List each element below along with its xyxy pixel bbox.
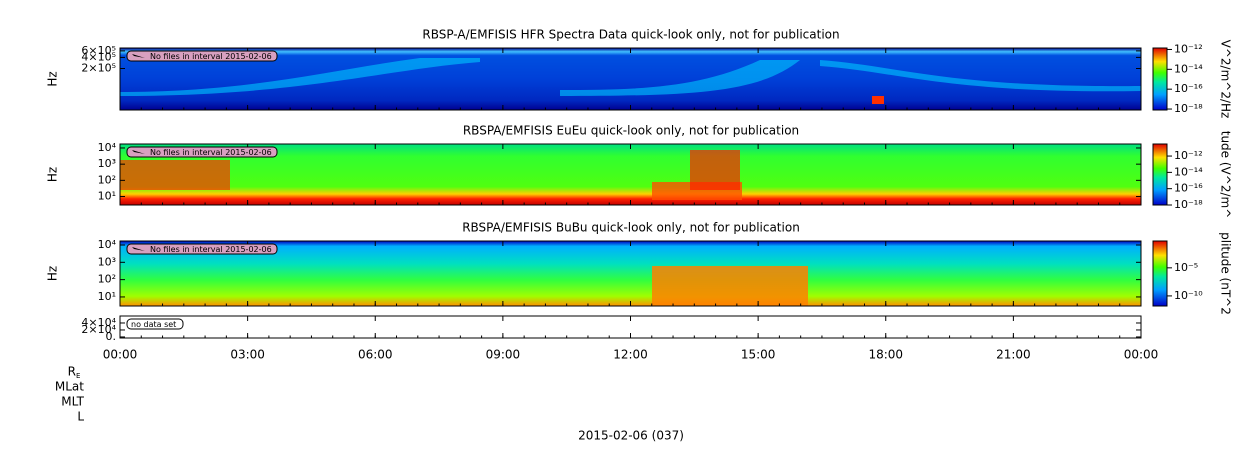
y-tick-label: 10⁴ [98,141,117,154]
spectrogram-feature [560,60,800,96]
y-tick-label: 10¹ [98,290,116,303]
note-box: no data set [126,318,184,330]
colorbar-tick-label: 10⁻¹⁴ [1174,165,1203,178]
note-text: no data set [131,320,176,329]
note-frame [126,243,278,255]
y-tick-label: 6×10⁵ [81,44,116,57]
spectrogram-feature [872,96,884,104]
note-icon [132,54,145,58]
note-icon [132,150,145,154]
note-box: No files in interval 2015-02-06 [126,50,278,62]
y-tick-label: 10³ [98,255,116,268]
ephemeris-label: R [68,365,76,379]
x-tick-label: 15:00 [741,348,776,362]
y-tick-label: 10² [98,273,116,286]
panel-title: RBSP-A/EMFISIS HFR Spectra Data quick-lo… [422,28,839,42]
colorbar-tick-label: 10⁻¹⁸ [1174,102,1203,115]
ephemeris-label: MLat [55,380,84,394]
colorbar-tick-label: 10⁻¹⁸ [1174,198,1203,211]
y-axis-label: Hz [46,71,60,86]
x-tick-label: 12:00 [613,348,648,362]
note-frame [126,50,278,62]
colorbar [1152,240,1168,307]
y-tick-label: 2×10⁵ [81,62,116,75]
note-text: No files in interval 2015-02-06 [150,148,272,157]
date-label: 2015-02-06 (037) [578,429,684,443]
y-tick-label: 4×10⁴ [81,316,116,329]
ephemeris-subscript: E [76,372,80,380]
note-frame [126,146,278,158]
y-tick-label: 10³ [98,157,116,170]
x-tick-label: 18:00 [868,348,903,362]
spectrogram-feature [652,266,808,306]
y-tick-label: 10¹ [98,190,116,203]
colorbar-label: plitude (nT^2 [1219,232,1233,315]
x-tick-label: 06:00 [358,348,393,362]
y-tick-label: 2×10⁴ [81,323,116,336]
colorbar-tick-label: 10⁻⁵ [1174,261,1198,274]
colorbar-tick-label: 10⁻¹⁶ [1174,82,1203,95]
y-axis-label: Hz [46,167,60,182]
note-text: No files in interval 2015-02-06 [150,245,272,254]
note-frame [126,318,184,330]
x-tick-label: 00:00 [103,348,138,362]
panel-title: RBSPA/EMFISIS EuEu quick-look only, not … [463,124,799,138]
y-tick-label: 0. [106,330,117,343]
spectrogram-feature [820,60,1141,92]
y-tick-label: 4×10⁵ [81,50,116,63]
colorbar-label: tude (V^2/m^ [1219,131,1233,219]
colorbar [1152,143,1168,206]
colorbar-tick-label: 10⁻¹² [1174,149,1203,162]
note-box: No files in interval 2015-02-06 [126,146,278,158]
spectrogram-feature [120,160,230,190]
colorbar-tick-label: 10⁻¹² [1174,42,1203,55]
colorbar-tick-label: 10⁻¹⁰ [1174,289,1203,302]
x-tick-label: 03:00 [230,348,265,362]
x-tick-label: 00:00 [1124,348,1159,362]
ephemeris-label: L [77,410,84,424]
spectrogram-image [120,144,1141,205]
y-tick-label: 10⁴ [98,238,117,251]
note-text: No files in interval 2015-02-06 [150,52,272,61]
ephemeris-label: MLT [61,395,84,409]
colorbar-label: V^2/m^2/Hz [1219,40,1233,119]
x-tick-label: 09:00 [486,348,521,362]
colorbar-tick-label: 10⁻¹⁴ [1174,62,1203,75]
spectrogram-image [120,241,1141,306]
y-axis-label: Hz [46,266,60,281]
spectrogram-feature [690,150,740,190]
colorbar-tick-label: 10⁻¹⁶ [1174,182,1203,195]
note-icon [132,247,145,251]
x-tick-label: 21:00 [996,348,1031,362]
panel-title: RBSPA/EMFISIS BuBu quick-look only, not … [462,221,800,235]
note-box: No files in interval 2015-02-06 [126,243,278,255]
y-tick-label: 10² [98,173,116,186]
colorbar [1152,47,1168,111]
spectrogram-feature [120,58,480,96]
